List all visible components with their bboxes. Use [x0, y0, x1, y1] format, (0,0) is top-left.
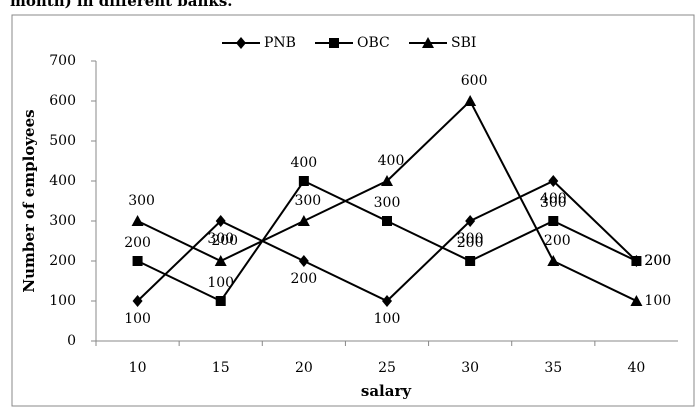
- y-tick-label: 200: [49, 253, 76, 269]
- data-label: 100: [207, 275, 234, 291]
- data-label: 300: [374, 195, 401, 211]
- y-tick-label: 300: [49, 213, 76, 229]
- data-point: [132, 295, 143, 307]
- data-point: [465, 215, 476, 227]
- x-tick-label: 15: [212, 360, 230, 376]
- data-point: [630, 295, 643, 306]
- x-tick-label: 25: [378, 360, 396, 376]
- x-axis-title: salary: [361, 382, 412, 400]
- x-tick-label: 10: [129, 360, 147, 376]
- y-tick-label: 0: [67, 333, 76, 349]
- data-label: 300: [540, 195, 567, 211]
- legend-marker: [422, 37, 434, 48]
- data-point: [215, 215, 226, 227]
- data-label: 300: [128, 193, 155, 209]
- x-tick-label: 30: [461, 360, 479, 376]
- y-tick-label: 100: [49, 293, 76, 309]
- data-point: [465, 256, 476, 266]
- y-tick-label: 600: [49, 93, 76, 109]
- y-tick-label: 700: [49, 53, 76, 69]
- data-label: 400: [290, 155, 317, 171]
- data-point: [464, 95, 477, 106]
- legend-marker: [329, 38, 339, 48]
- data-point: [381, 175, 393, 186]
- data-label: 600: [461, 73, 488, 89]
- data-label: 300: [457, 231, 484, 247]
- x-tick-label: 35: [544, 360, 562, 376]
- y-tick-label: 400: [49, 173, 76, 189]
- legend-label: OBC: [357, 35, 390, 51]
- data-point: [298, 176, 309, 186]
- data-label: 200: [544, 233, 571, 249]
- data-label: 200: [644, 253, 671, 269]
- data-point: [547, 255, 560, 266]
- legend-marker: [236, 37, 246, 49]
- chart-border: [11, 14, 695, 407]
- y-tick-label: 500: [49, 133, 76, 149]
- data-point: [631, 256, 642, 266]
- data-label: 100: [644, 293, 671, 309]
- data-label: 400: [540, 191, 567, 207]
- data-label: 300: [294, 193, 321, 209]
- data-point: [214, 255, 227, 266]
- data-point: [132, 256, 143, 266]
- x-tick-label: 20: [295, 360, 313, 376]
- legend-label: PNB: [264, 35, 296, 51]
- chart-title: month) in different banks.: [10, 0, 232, 10]
- data-point: [548, 216, 559, 226]
- data-point: [382, 295, 392, 307]
- data-label: 400: [378, 153, 405, 169]
- legend-label: SBI: [451, 35, 476, 51]
- data-label: 200: [211, 233, 238, 249]
- data-label: 100: [124, 311, 151, 327]
- data-point: [382, 216, 392, 226]
- data-point: [215, 296, 226, 306]
- y-axis-title: Number of employees: [20, 109, 38, 292]
- data-label: 200: [644, 253, 671, 269]
- data-point: [131, 215, 144, 226]
- data-label: 200: [290, 271, 317, 287]
- data-label: 100: [374, 311, 401, 327]
- data-label: 200: [124, 235, 151, 251]
- data-label: 200: [457, 235, 484, 251]
- data-point: [297, 215, 310, 226]
- data-point: [548, 175, 559, 187]
- data-point: [298, 255, 309, 267]
- x-tick-label: 40: [628, 360, 646, 376]
- data-label: 300: [207, 231, 234, 247]
